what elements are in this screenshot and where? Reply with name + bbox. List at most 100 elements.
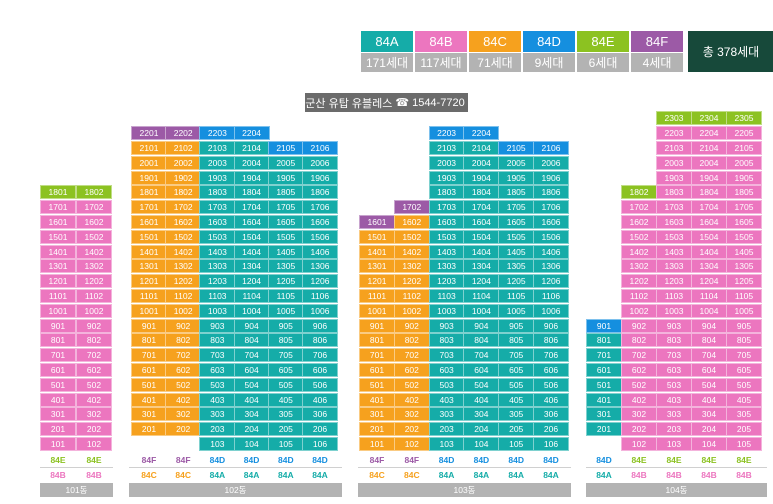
unit-cell[interactable]: 1101: [359, 289, 395, 303]
unit-cell[interactable]: 1505: [267, 229, 304, 244]
unit-cell[interactable]: 802: [621, 333, 657, 348]
unit-cell[interactable]: 1202: [76, 274, 112, 289]
unit-cell[interactable]: 1801: [131, 185, 167, 200]
unit-cell[interactable]: 1305: [726, 259, 762, 274]
unit-cell[interactable]: 806: [533, 333, 569, 348]
unit-cell[interactable]: 701: [40, 348, 76, 363]
unit-cell[interactable]: 1406: [533, 244, 569, 259]
unit-cell[interactable]: 1503: [656, 229, 692, 244]
unit-cell[interactable]: 1705: [498, 200, 535, 215]
unit-cell[interactable]: 406: [302, 392, 338, 407]
unit-cell[interactable]: 402: [76, 392, 112, 407]
unit-cell[interactable]: 1003: [656, 303, 692, 318]
unit-cell[interactable]: 2003: [656, 155, 692, 170]
unit-cell[interactable]: 402: [621, 392, 657, 407]
unit-cell[interactable]: 1002: [621, 303, 657, 318]
unit-cell[interactable]: 503: [656, 377, 692, 392]
unit-cell[interactable]: 705: [267, 348, 304, 363]
unit-cell[interactable]: 1104: [233, 289, 270, 303]
unit-cell[interactable]: 405: [267, 392, 304, 407]
unit-cell[interactable]: 1702: [76, 200, 112, 215]
unit-cell[interactable]: 602: [165, 363, 202, 377]
unit-cell[interactable]: 302: [393, 407, 430, 422]
unit-cell[interactable]: 1904: [233, 170, 270, 185]
unit-cell[interactable]: 1005: [498, 303, 535, 318]
unit-cell[interactable]: 501: [586, 377, 622, 392]
unit-cell[interactable]: 1605: [498, 215, 535, 229]
unit-cell[interactable]: 302: [621, 407, 657, 422]
unit-cell[interactable]: 801: [131, 333, 167, 348]
unit-cell[interactable]: 1603: [656, 215, 692, 229]
unit-cell[interactable]: 1101: [40, 289, 76, 303]
unit-cell[interactable]: 1104: [691, 289, 727, 303]
unit-cell[interactable]: 1303: [199, 259, 236, 274]
unit-cell[interactable]: 403: [428, 392, 465, 407]
unit-cell[interactable]: 1506: [302, 229, 338, 244]
unit-cell[interactable]: 1206: [302, 274, 338, 289]
unit-cell[interactable]: 1901: [131, 170, 167, 185]
unit-cell[interactable]: 102: [76, 437, 112, 451]
unit-cell[interactable]: 1306: [302, 259, 338, 274]
unit-cell[interactable]: 1804: [691, 185, 727, 200]
unit-cell[interactable]: 306: [302, 407, 338, 422]
unit-cell[interactable]: 1802: [621, 185, 657, 200]
unit-cell[interactable]: 1404: [233, 244, 270, 259]
unit-cell[interactable]: 1806: [533, 185, 569, 200]
unit-cell[interactable]: 1505: [498, 229, 535, 244]
unit-cell[interactable]: 1602: [621, 215, 657, 229]
unit-cell[interactable]: 305: [498, 407, 535, 422]
unit-cell[interactable]: 2204: [233, 126, 270, 141]
unit-cell[interactable]: 2105: [267, 141, 304, 155]
unit-cell[interactable]: 1402: [393, 244, 430, 259]
unit-cell[interactable]: 701: [586, 348, 622, 363]
unit-cell[interactable]: 405: [726, 392, 762, 407]
unit-cell[interactable]: 1903: [428, 170, 465, 185]
unit-cell[interactable]: 1105: [498, 289, 535, 303]
unit-cell[interactable]: 305: [267, 407, 304, 422]
unit-cell[interactable]: 1501: [40, 229, 76, 244]
unit-cell[interactable]: 1706: [533, 200, 569, 215]
unit-cell[interactable]: 1502: [165, 229, 202, 244]
unit-cell[interactable]: 604: [463, 363, 500, 377]
unit-cell[interactable]: 1201: [40, 274, 76, 289]
unit-cell[interactable]: 2202: [165, 126, 202, 141]
unit-cell[interactable]: 702: [165, 348, 202, 363]
unit-cell[interactable]: 1902: [165, 170, 202, 185]
unit-cell[interactable]: 205: [498, 422, 535, 437]
unit-cell[interactable]: 103: [199, 437, 236, 451]
unit-cell[interactable]: 1102: [165, 289, 202, 303]
unit-cell[interactable]: 1601: [40, 215, 76, 229]
unit-cell[interactable]: 603: [656, 363, 692, 377]
unit-cell[interactable]: 1202: [621, 274, 657, 289]
unit-cell[interactable]: 805: [726, 333, 762, 348]
unit-cell[interactable]: 2304: [691, 111, 727, 126]
unit-cell[interactable]: 205: [267, 422, 304, 437]
unit-cell[interactable]: 201: [586, 422, 622, 437]
unit-cell[interactable]: 2002: [165, 155, 202, 170]
unit-cell[interactable]: 2102: [165, 141, 202, 155]
unit-cell[interactable]: 1805: [498, 185, 535, 200]
unit-cell[interactable]: 804: [463, 333, 500, 348]
unit-cell[interactable]: 303: [199, 407, 236, 422]
unit-cell[interactable]: 2203: [199, 126, 236, 141]
unit-cell[interactable]: 1202: [393, 274, 430, 289]
unit-cell[interactable]: 402: [393, 392, 430, 407]
unit-cell[interactable]: 702: [621, 348, 657, 363]
unit-cell[interactable]: 801: [586, 333, 622, 348]
unit-cell[interactable]: 1304: [463, 259, 500, 274]
unit-cell[interactable]: 902: [76, 318, 112, 333]
unit-cell[interactable]: 1504: [691, 229, 727, 244]
unit-cell[interactable]: 2203: [656, 126, 692, 141]
unit-cell[interactable]: 2103: [656, 141, 692, 155]
unit-cell[interactable]: 105: [267, 437, 304, 451]
unit-cell[interactable]: 104: [463, 437, 500, 451]
unit-cell[interactable]: 106: [533, 437, 569, 451]
unit-cell[interactable]: 1605: [267, 215, 304, 229]
unit-cell[interactable]: 1702: [165, 200, 202, 215]
unit-cell[interactable]: 1401: [359, 244, 395, 259]
unit-cell[interactable]: 202: [621, 422, 657, 437]
unit-cell[interactable]: 1703: [428, 200, 465, 215]
unit-cell[interactable]: 1004: [691, 303, 727, 318]
unit-cell[interactable]: 1202: [165, 274, 202, 289]
unit-cell[interactable]: 1006: [302, 303, 338, 318]
